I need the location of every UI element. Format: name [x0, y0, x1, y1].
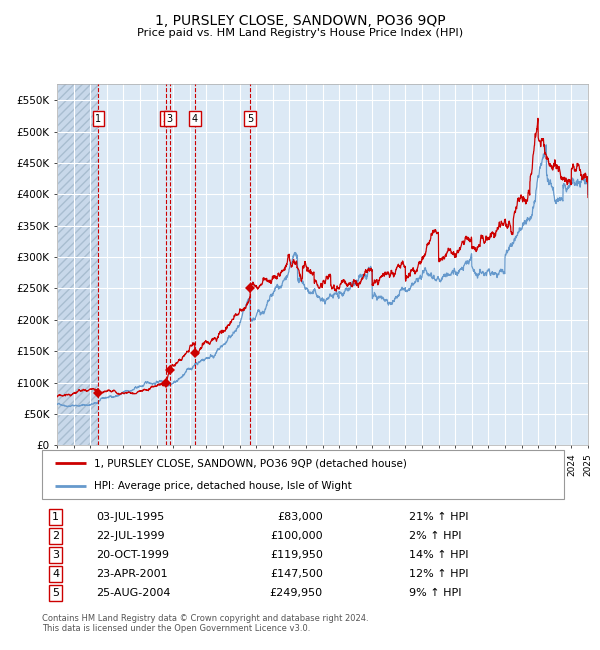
Text: 5: 5	[52, 588, 59, 598]
Text: 21% ↑ HPI: 21% ↑ HPI	[409, 512, 469, 522]
Text: £83,000: £83,000	[277, 512, 323, 522]
Text: 2: 2	[163, 114, 169, 124]
Text: 1, PURSLEY CLOSE, SANDOWN, PO36 9QP: 1, PURSLEY CLOSE, SANDOWN, PO36 9QP	[155, 14, 445, 29]
Text: 20-OCT-1999: 20-OCT-1999	[96, 550, 169, 560]
Text: 2: 2	[52, 531, 59, 541]
Text: Price paid vs. HM Land Registry's House Price Index (HPI): Price paid vs. HM Land Registry's House …	[137, 28, 463, 38]
Text: 3: 3	[167, 114, 173, 124]
Text: £249,950: £249,950	[269, 588, 323, 598]
Text: £119,950: £119,950	[270, 550, 323, 560]
Text: 12% ↑ HPI: 12% ↑ HPI	[409, 569, 469, 579]
Text: 4: 4	[52, 569, 59, 579]
Text: 23-APR-2001: 23-APR-2001	[96, 569, 167, 579]
Text: 3: 3	[52, 550, 59, 560]
Text: HPI: Average price, detached house, Isle of Wight: HPI: Average price, detached house, Isle…	[94, 482, 352, 491]
Text: £147,500: £147,500	[270, 569, 323, 579]
Text: 25-AUG-2004: 25-AUG-2004	[96, 588, 170, 598]
Text: 1: 1	[95, 114, 101, 124]
FancyBboxPatch shape	[42, 450, 564, 499]
Text: 5: 5	[247, 114, 253, 124]
Bar	[57, 84, 98, 445]
Text: 1, PURSLEY CLOSE, SANDOWN, PO36 9QP (detached house): 1, PURSLEY CLOSE, SANDOWN, PO36 9QP (det…	[94, 458, 407, 469]
Text: 22-JUL-1999: 22-JUL-1999	[96, 531, 164, 541]
Text: 1: 1	[52, 512, 59, 522]
Text: Contains HM Land Registry data © Crown copyright and database right 2024.
This d: Contains HM Land Registry data © Crown c…	[42, 614, 368, 633]
Text: 2% ↑ HPI: 2% ↑ HPI	[409, 531, 462, 541]
Text: 03-JUL-1995: 03-JUL-1995	[96, 512, 164, 522]
Text: 14% ↑ HPI: 14% ↑ HPI	[409, 550, 469, 560]
Text: 9% ↑ HPI: 9% ↑ HPI	[409, 588, 462, 598]
Text: 4: 4	[192, 114, 198, 124]
Text: £100,000: £100,000	[270, 531, 323, 541]
